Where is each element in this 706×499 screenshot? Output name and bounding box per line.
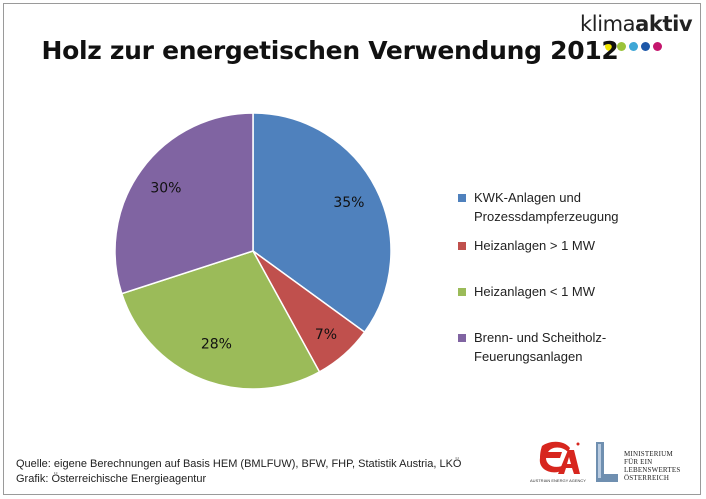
pie-slice <box>114 112 254 295</box>
slice-data-label: 7% <box>315 327 337 343</box>
legend-item: Heizanlagen < 1 MW <box>458 282 595 301</box>
source-note: Quelle: eigene Berechnungen auf Basis HE… <box>16 457 461 487</box>
legend-swatch <box>458 194 466 202</box>
slice-data-label: 28% <box>201 336 232 352</box>
ministry-text: MINISTERIUM FÜR EIN LEBENSWERTES ÖSTERRE… <box>624 450 681 482</box>
logo-dots <box>605 42 662 51</box>
legend-label: Heizanlagen > 1 MW <box>474 238 596 253</box>
austrian-energy-agency-logo: AUSTRIAN ENERGY AGENCY <box>528 438 588 488</box>
logo-dot <box>617 42 626 51</box>
legend-item: Heizanlagen > 1 MW <box>458 236 595 255</box>
klimaaktiv-logo: klimaaktiv <box>580 12 693 56</box>
ministry-emblem-icon <box>596 442 618 482</box>
legend-label: Brenn- und Scheitholz- Feuerungsanlagen <box>474 330 607 364</box>
legend-item: Brenn- und Scheitholz- Feuerungsanlagen <box>458 328 606 366</box>
legend-swatch <box>458 334 466 342</box>
legend-swatch <box>458 288 466 296</box>
legend-item: KWK-Anlagen und Prozessdampferzeugung <box>458 188 619 226</box>
pie-slice <box>120 250 321 390</box>
graphic-credit: Grafik: Österreichische Energieagentur <box>16 473 207 485</box>
klimaaktiv-wordmark: klimaaktiv <box>580 12 693 36</box>
agency-caption: AUSTRIAN ENERGY AGENCY <box>530 478 586 483</box>
ea-emblem-icon <box>539 441 580 474</box>
slice-data-label: 35% <box>333 195 364 211</box>
ministry-logo: MINISTERIUM FÜR EIN LEBENSWERTES ÖSTERRE… <box>590 438 690 488</box>
legend-label: Heizanlagen < 1 MW <box>474 284 596 299</box>
slice-data-label: 30% <box>150 181 181 197</box>
legend-label: KWK-Anlagen und Prozessdampferzeugung <box>474 190 619 224</box>
source-line: Quelle: eigene Berechnungen auf Basis HE… <box>16 458 462 470</box>
logo-dot <box>653 42 662 51</box>
chart-title: Holz zur energetischen Verwendung 2012 <box>41 36 619 65</box>
logo-dot <box>629 42 638 51</box>
logo-dot <box>605 42 614 51</box>
logo-dot <box>641 42 650 51</box>
pie-slice <box>252 112 392 334</box>
legend-swatch <box>458 242 466 250</box>
